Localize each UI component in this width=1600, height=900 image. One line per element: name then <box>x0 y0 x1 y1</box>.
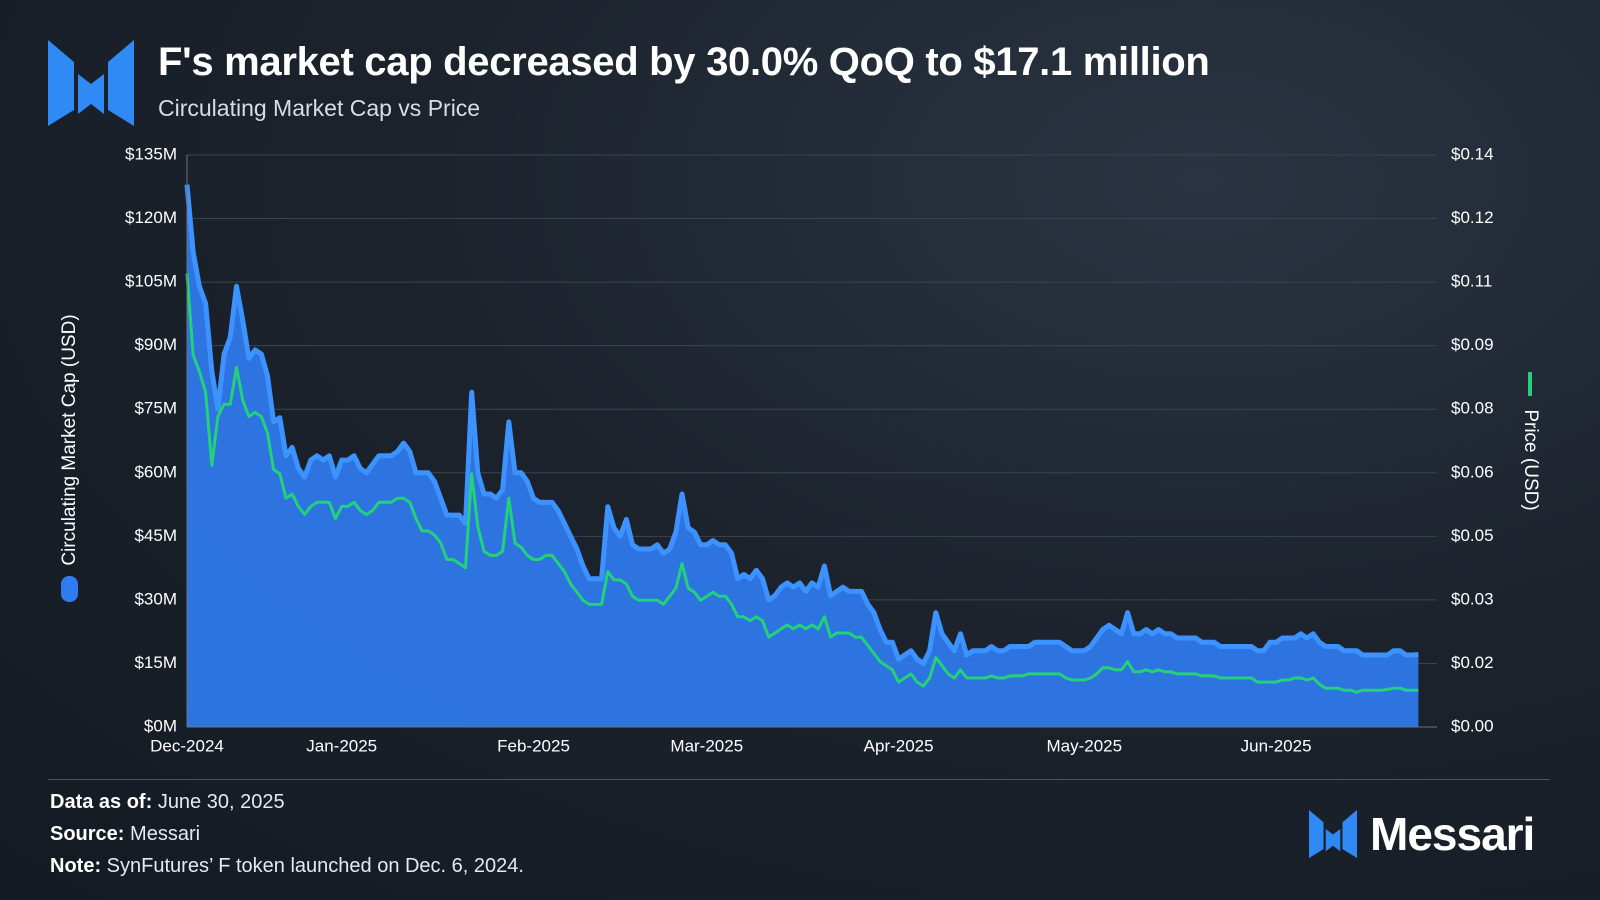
y-right-tick-label: $0.02 <box>1451 653 1494 672</box>
note-label: Note: <box>50 855 102 877</box>
y-right-axis-title: Price (USD) <box>1520 409 1541 510</box>
page-title: F's market cap decreased by 30.0% QoQ to… <box>158 40 1210 84</box>
y-right-tick-label: $0.14 <box>1451 144 1494 163</box>
y-left-tick-label: $60M <box>134 462 177 481</box>
x-tick-label: Feb-2025 <box>497 736 570 755</box>
x-tick-label: Apr-2025 <box>864 736 934 755</box>
y-left-tick-label: $30M <box>134 589 177 608</box>
y-left-tick-label: $135M <box>125 144 177 163</box>
x-tick-label: Jan-2025 <box>306 736 377 755</box>
y-right-axis-title-group: Price (USD) <box>1520 372 1541 511</box>
y-right-tick-label: $0.03 <box>1451 589 1494 608</box>
page-subtitle: Circulating Market Cap vs Price <box>158 95 481 121</box>
y-left-tick-label: $120M <box>125 208 177 227</box>
data-as-of-value: June 30, 2025 <box>157 791 285 813</box>
brand-name: Messari <box>1370 808 1535 860</box>
footer-note: Note: SynFutures’ F token launched on De… <box>50 855 524 878</box>
source-value: Messari <box>130 823 201 845</box>
y-right-tick-label: $0.05 <box>1451 526 1494 545</box>
y-right-tick-label: $0.11 <box>1451 272 1492 291</box>
footer-divider <box>48 779 1550 780</box>
footer-source: Source: Messari <box>50 823 200 846</box>
brand-logo: Messari <box>1308 808 1535 860</box>
messari-logo-icon <box>48 40 134 126</box>
y-left-axis-title: Circulating Market Cap (USD) <box>59 314 80 565</box>
x-tick-label: May-2025 <box>1046 736 1122 755</box>
data-as-of-label: Data as of: <box>50 791 153 813</box>
brand-mark-icon <box>1309 810 1357 858</box>
y-left-tick-label: $75M <box>134 399 177 418</box>
y-right-tick-label: $0.09 <box>1451 335 1494 354</box>
axis-ticks: $0M $0.00 $15M $0.02 $30M $0.03 $45M $0.05 $60M $… <box>125 144 1494 755</box>
y-right-tick-label: $0.00 <box>1451 716 1494 735</box>
x-tick-label: Jun-2025 <box>1241 736 1312 755</box>
y-left-tick-label: $105M <box>125 272 177 291</box>
y-right-tick-label: $0.06 <box>1451 462 1494 481</box>
y-left-tick-label: $90M <box>134 335 177 354</box>
y-left-tick-label: $0M <box>144 716 177 735</box>
y-right-tick-label: $0.12 <box>1451 208 1494 227</box>
x-tick-label: Dec-2024 <box>150 736 224 755</box>
source-label: Source: <box>50 823 125 845</box>
market-cap-area <box>187 184 1419 727</box>
legend-swatch-market-cap <box>61 576 78 602</box>
price-line <box>185 273 1419 694</box>
y-left-tick-label: $15M <box>134 653 177 672</box>
y-left-axis-title-group: Circulating Market Cap (USD) <box>59 314 80 602</box>
market-cap-area-edge <box>184 184 1419 666</box>
footer-data-as-of: Data as of: June 30, 2025 <box>50 791 285 814</box>
y-left-tick-label: $45M <box>134 526 177 545</box>
note-value: SynFutures’ F token launched on Dec. 6, … <box>106 855 524 877</box>
x-tick-label: Mar-2025 <box>670 736 743 755</box>
y-right-tick-label: $0.08 <box>1451 399 1494 418</box>
